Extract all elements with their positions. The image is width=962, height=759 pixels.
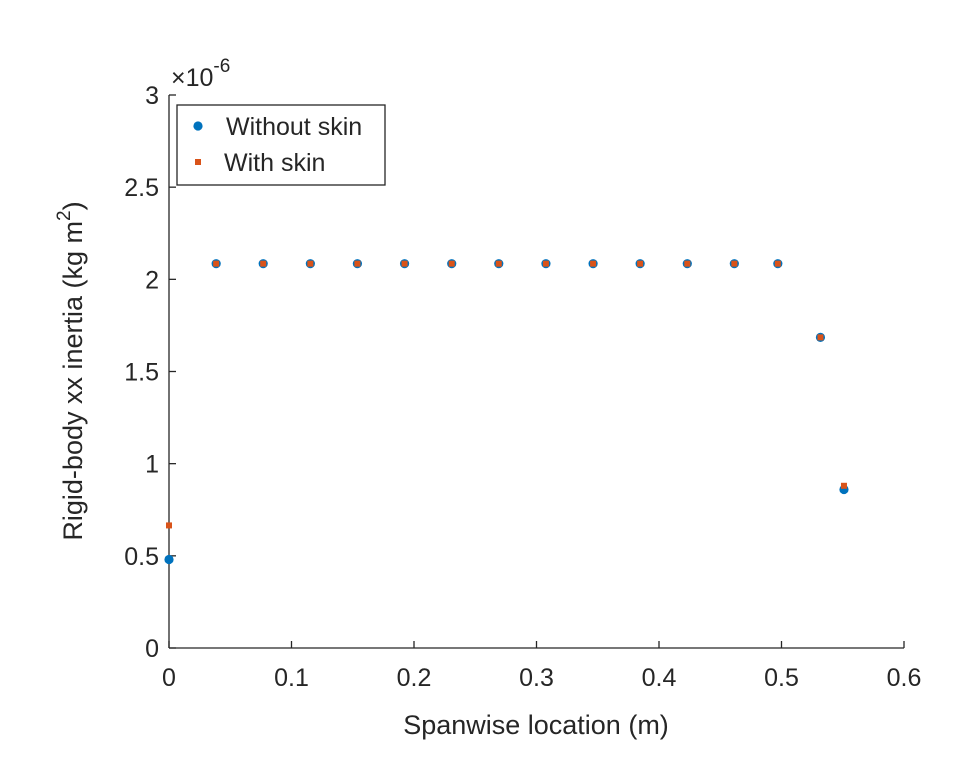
y-multiplier-prefix: ×10	[171, 64, 213, 92]
data-point-with-skin	[542, 260, 549, 267]
legend-box	[176, 104, 386, 186]
data-point-with-skin	[590, 260, 597, 267]
data-point-with-skin	[448, 260, 455, 267]
x-axis-label: Spanwise location (m)	[403, 710, 669, 740]
x-tick-label: 0.6	[887, 664, 922, 692]
legend-label-without-skin: Without skin	[226, 113, 362, 141]
y-tick-label: 3	[145, 82, 159, 110]
legend-label-with-skin: With skin	[224, 149, 325, 177]
data-point-with-skin	[637, 260, 644, 267]
data-point-with-skin	[495, 260, 502, 267]
y-multiplier-exponent: -6	[213, 56, 230, 77]
data-point-with-skin	[213, 260, 220, 267]
data-point-with-skin	[260, 260, 267, 267]
data-point-with-skin	[817, 334, 824, 341]
data-point-with-skin	[840, 482, 847, 489]
data-point-with-skin	[354, 260, 361, 267]
y-tick-label: 0.5	[124, 543, 159, 571]
y-tick-label: 0	[145, 635, 159, 663]
data-point-with-skin	[684, 260, 691, 267]
legend: Without skin With skin	[176, 104, 386, 186]
x-tick-label: 0.4	[642, 664, 677, 692]
y-tick-label: 2.5	[124, 174, 159, 202]
legend-marker-without-skin	[193, 121, 203, 131]
y-tick-label: 1	[145, 451, 159, 479]
data-point-with-skin	[166, 522, 172, 529]
data-point-with-skin	[731, 260, 738, 267]
legend-marker-with-skin	[195, 159, 201, 165]
data-point-without-skin	[164, 554, 174, 565]
x-tick-label: 0.1	[274, 664, 309, 692]
data-point-with-skin	[307, 260, 314, 267]
y-multiplier: ×10-6	[171, 56, 230, 92]
y-ticks: 0 0.5 1 1.5 2 2.5 3	[124, 82, 176, 663]
data-point-with-skin	[774, 260, 781, 267]
y-axis-label-sup: 2	[54, 210, 75, 221]
data-point-with-skin	[401, 260, 408, 267]
series-with-skin	[166, 260, 847, 529]
x-tick-label: 0	[162, 664, 176, 692]
series-without-skin	[164, 259, 849, 565]
x-tick-label: 0.3	[519, 664, 554, 692]
y-axis-label: Rigid-body xx inertia (kg m2)	[54, 201, 88, 540]
y-tick-label: 1.5	[124, 359, 159, 387]
x-ticks: 0 0.1 0.2 0.3 0.4 0.5 0.6	[162, 641, 921, 692]
x-tick-label: 0.2	[397, 664, 432, 692]
y-tick-label: 2	[145, 266, 159, 294]
y-axis-label-main: Rigid-body xx inertia (kg m	[58, 221, 88, 541]
y-axis-label-close: )	[58, 201, 88, 210]
x-tick-label: 0.5	[764, 664, 799, 692]
